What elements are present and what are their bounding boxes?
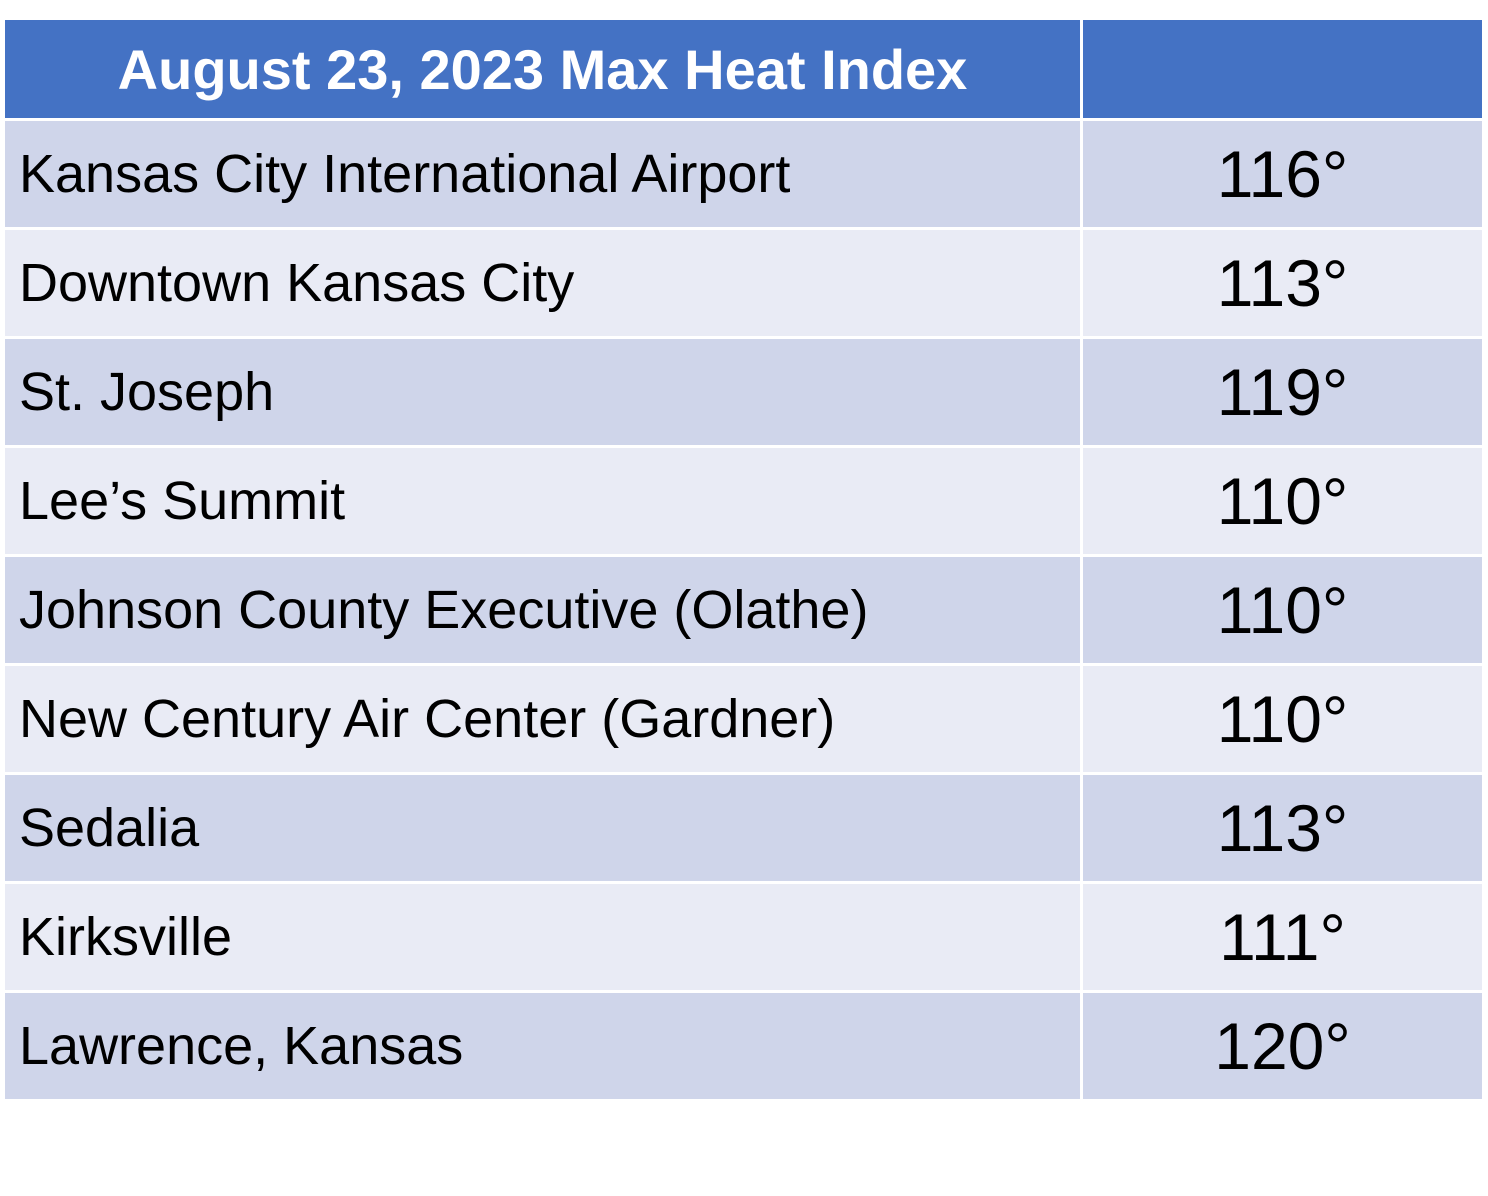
heat-index-cell: 111° — [1080, 881, 1485, 993]
heat-index-cell: 120° — [1080, 990, 1485, 1102]
heat-index-cell: 119° — [1080, 336, 1485, 448]
heat-index-cell: 113° — [1080, 772, 1485, 884]
location-cell: New Century Air Center (Gardner) — [2, 663, 1083, 775]
heat-index-cell: 116° — [1080, 118, 1485, 230]
location-cell: Kansas City International Airport — [2, 118, 1083, 230]
table-row: Johnson County Executive (Olathe) 110° — [2, 554, 1485, 666]
heat-index-cell: 113° — [1080, 227, 1485, 339]
location-cell: Johnson County Executive (Olathe) — [2, 554, 1083, 666]
table-row: Downtown Kansas City 113° — [2, 227, 1485, 339]
location-cell: Sedalia — [2, 772, 1083, 884]
table-body: August 23, 2023 Max Heat Index Kansas Ci… — [2, 17, 1485, 1102]
header-row: August 23, 2023 Max Heat Index — [2, 17, 1485, 121]
location-cell: Lee’s Summit — [2, 445, 1083, 557]
location-cell: Downtown Kansas City — [2, 227, 1083, 339]
table-row: Kirksville 111° — [2, 881, 1485, 993]
table-row: St. Joseph 119° — [2, 336, 1485, 448]
heat-index-cell: 110° — [1080, 554, 1485, 666]
heat-index-cell: 110° — [1080, 445, 1485, 557]
location-cell: Lawrence, Kansas — [2, 990, 1083, 1102]
table-row: Lee’s Summit 110° — [2, 445, 1485, 557]
table-row: Lawrence, Kansas 120° — [2, 990, 1485, 1102]
heat-index-table: August 23, 2023 Max Heat Index Kansas Ci… — [2, 17, 1485, 1102]
location-cell: Kirksville — [2, 881, 1083, 993]
heat-index-cell: 110° — [1080, 663, 1485, 775]
header-empty-cell — [1080, 17, 1485, 121]
header-title: August 23, 2023 Max Heat Index — [2, 17, 1083, 121]
location-cell: St. Joseph — [2, 336, 1083, 448]
table-row: New Century Air Center (Gardner) 110° — [2, 663, 1485, 775]
table-row: Kansas City International Airport 116° — [2, 118, 1485, 230]
table-row: Sedalia 113° — [2, 772, 1485, 884]
